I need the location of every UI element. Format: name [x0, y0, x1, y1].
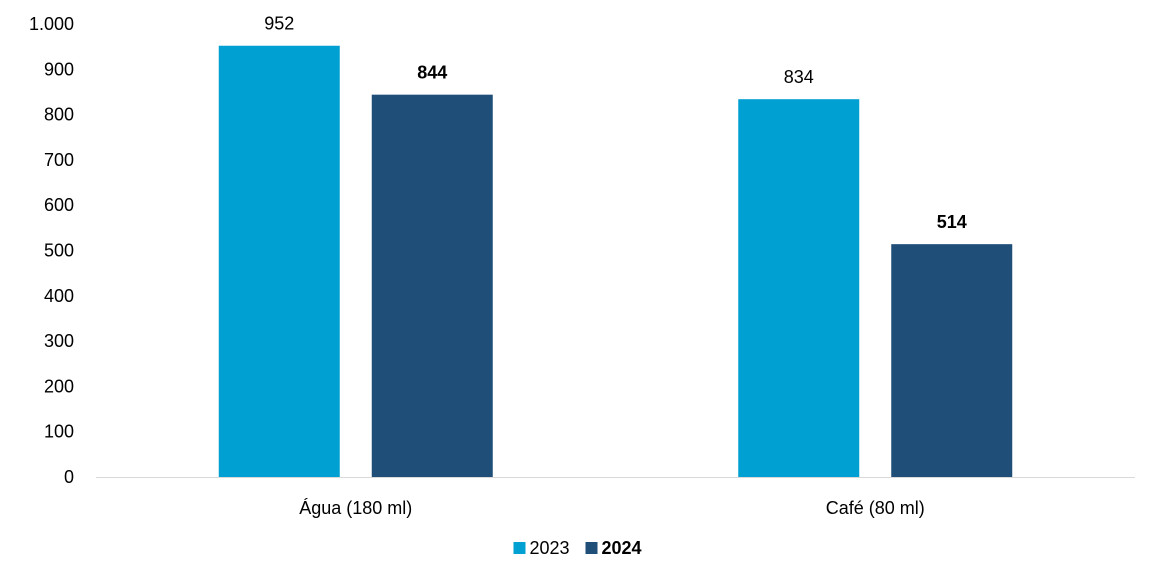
data-label: 844	[417, 63, 447, 83]
y-tick-label: 300	[44, 331, 74, 351]
y-tick-label: 700	[44, 150, 74, 170]
legend-swatch-2023	[513, 542, 526, 554]
bar-2023	[218, 45, 340, 478]
data-label: 514	[937, 212, 967, 232]
y-tick-label: 400	[44, 286, 74, 306]
y-tick-label: 200	[44, 376, 74, 396]
y-tick-label: 500	[44, 241, 74, 261]
y-tick-label: 100	[44, 422, 74, 442]
data-label: 834	[784, 67, 814, 87]
bar-2023	[738, 99, 860, 477]
legend-label: 2023	[530, 538, 570, 558]
legend-label: 2024	[602, 538, 642, 558]
legend-swatch-2024	[585, 542, 598, 554]
y-tick-label: 800	[44, 105, 74, 125]
y-tick-label: 900	[44, 59, 74, 79]
legend: 2023 2024	[513, 538, 642, 558]
y-tick-label: 600	[44, 195, 74, 215]
y-tick-label: 1.000	[29, 14, 74, 34]
y-axis-ticks: 0 100 200 300 400 500 600 700 800 900 1.000	[29, 14, 74, 487]
x-category-label: Água (180 ml)	[299, 498, 412, 518]
data-labels-group: 952 844 834 514	[264, 14, 967, 232]
data-label: 952	[264, 14, 294, 34]
bars-group	[218, 45, 1013, 478]
x-axis-labels: Água (180 ml) Café (80 ml)	[299, 498, 925, 518]
bar-2024	[891, 244, 1013, 477]
x-category-label: Café (80 ml)	[826, 498, 925, 518]
y-tick-label: 0	[64, 467, 74, 487]
bar-2024	[371, 94, 493, 477]
